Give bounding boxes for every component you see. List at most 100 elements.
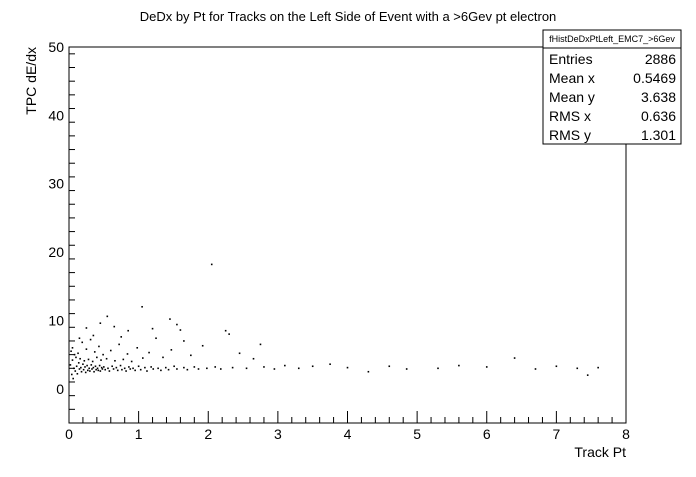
data-point <box>146 370 148 372</box>
data-point <box>91 360 94 363</box>
x-tick-label: 5 <box>413 426 421 442</box>
data-point <box>176 323 178 326</box>
data-point <box>82 368 85 371</box>
y-tick-label: 30 <box>48 176 64 192</box>
data-point <box>297 367 300 370</box>
x-axis-label: Track Pt <box>574 444 626 460</box>
stats-value: 2886 <box>645 51 676 67</box>
scatter-points <box>69 263 599 380</box>
data-point <box>96 356 98 359</box>
data-point <box>485 366 488 368</box>
x-tick-label: 6 <box>483 426 491 442</box>
y-tick-label: 0 <box>56 381 64 397</box>
data-point <box>71 359 74 361</box>
x-tick-label: 0 <box>65 426 73 442</box>
data-point <box>534 368 537 370</box>
data-point <box>139 368 142 371</box>
data-point <box>74 370 77 372</box>
data-point <box>132 367 134 370</box>
data-point <box>405 368 408 370</box>
data-point <box>252 357 255 360</box>
data-point <box>97 369 100 372</box>
data-point <box>93 370 95 373</box>
data-point <box>116 369 119 372</box>
data-point <box>263 366 265 368</box>
data-point <box>197 368 200 370</box>
data-point <box>89 338 92 341</box>
y-tick-label: 10 <box>48 312 64 328</box>
data-point <box>109 349 112 352</box>
data-point <box>101 368 104 370</box>
data-point <box>75 356 77 359</box>
data-point <box>164 366 167 369</box>
data-point <box>106 315 109 318</box>
data-point <box>86 364 88 367</box>
data-point <box>85 327 88 329</box>
x-axis-ticks <box>68 411 627 423</box>
stats-label: RMS y <box>549 127 591 143</box>
data-point <box>311 365 314 368</box>
data-point <box>148 351 150 354</box>
data-point <box>136 347 139 349</box>
data-point <box>70 350 72 353</box>
stats-value: 3.638 <box>641 89 676 105</box>
data-point <box>73 353 76 356</box>
data-point <box>173 365 175 368</box>
data-point <box>586 374 589 376</box>
x-tick-label: 1 <box>135 426 143 442</box>
data-point <box>108 370 111 372</box>
data-point <box>183 366 185 369</box>
chart-title: DeDx by Pt for Tracks on the Left Side o… <box>140 9 557 24</box>
data-point <box>137 365 140 368</box>
data-point <box>80 366 82 369</box>
data-point <box>98 364 101 367</box>
stats-label: Mean x <box>549 70 595 86</box>
data-point <box>141 305 143 308</box>
stats-label: Entries <box>549 51 593 67</box>
data-point <box>273 368 276 370</box>
data-point <box>155 337 157 340</box>
data-point <box>100 366 103 369</box>
data-point <box>93 351 96 353</box>
data-point <box>72 377 74 380</box>
data-point <box>71 347 74 349</box>
data-point <box>329 363 331 366</box>
data-point <box>113 325 116 328</box>
data-point <box>126 353 129 355</box>
data-point <box>94 365 97 368</box>
data-point <box>111 365 113 368</box>
y-axis-ticks <box>69 53 75 424</box>
data-point <box>90 364 93 366</box>
x-tick-label: 3 <box>274 426 282 442</box>
stats-label: RMS x <box>549 108 591 124</box>
data-point <box>186 368 189 371</box>
data-point <box>88 367 90 370</box>
data-point <box>150 366 152 368</box>
data-point <box>80 370 83 373</box>
data-point <box>95 368 97 371</box>
data-point <box>367 370 370 373</box>
data-point <box>120 336 123 338</box>
data-point <box>79 357 81 360</box>
data-point <box>89 370 91 372</box>
data-point <box>437 367 439 370</box>
data-point <box>119 364 122 367</box>
data-point <box>134 369 136 372</box>
data-point <box>114 359 116 362</box>
data-point <box>83 359 86 362</box>
data-point <box>142 357 144 359</box>
data-point <box>152 368 155 370</box>
data-point <box>193 366 196 368</box>
y-tick-label: 40 <box>48 107 64 123</box>
data-point <box>170 349 173 351</box>
data-point <box>76 372 79 375</box>
stats-label: Mean y <box>549 89 595 105</box>
data-point <box>82 363 84 366</box>
data-point <box>77 362 80 364</box>
data-point <box>98 345 100 348</box>
stats-box-rows: Entries 2886 Mean x 0.5469 Mean y 3.638 RMS x 0… <box>549 51 676 143</box>
data-point <box>123 367 126 370</box>
stats-box-frame <box>542 29 682 145</box>
data-point <box>69 364 72 366</box>
